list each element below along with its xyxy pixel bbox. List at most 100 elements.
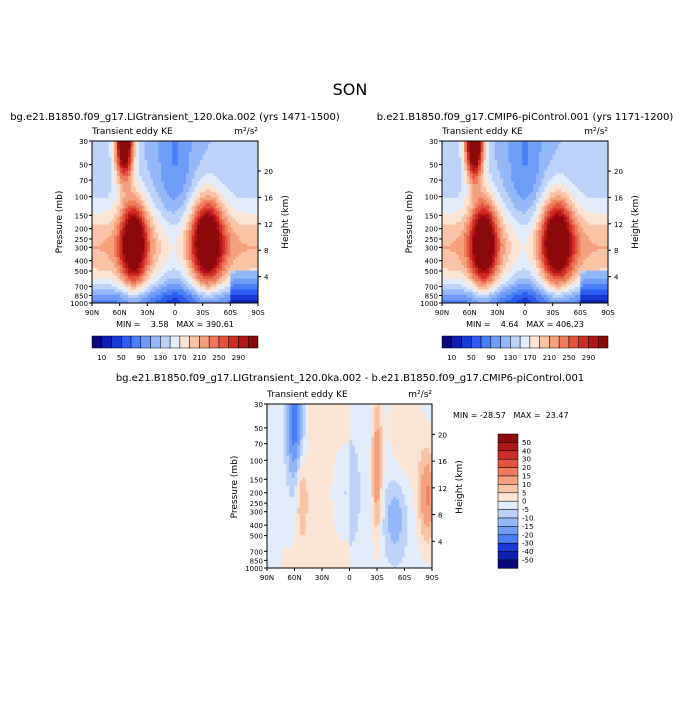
heatmap-cell xyxy=(580,173,583,176)
heatmap-cell xyxy=(142,165,145,168)
heatmap-cell xyxy=(192,173,195,176)
heatmap-cell xyxy=(156,179,159,182)
heatmap-cell xyxy=(547,198,550,201)
heatmap-cell xyxy=(511,184,514,187)
heatmap-cell xyxy=(564,195,567,198)
heatmap-cell xyxy=(169,149,172,152)
heatmap-cell xyxy=(200,260,203,263)
heatmap-cell xyxy=(558,168,561,171)
heatmap-cell xyxy=(561,160,564,163)
heatmap-cell xyxy=(522,182,525,185)
heatmap-cell xyxy=(111,203,114,206)
heatmap-cell xyxy=(511,160,514,163)
heatmap-cell xyxy=(181,146,184,149)
heatmap-cell xyxy=(147,176,150,179)
heatmap-cell xyxy=(103,179,106,182)
heatmap-cell xyxy=(241,263,244,266)
heatmap-cell xyxy=(239,163,242,166)
heatmap-cell xyxy=(241,152,244,155)
heatmap-cell xyxy=(503,152,506,155)
heatmap-cell xyxy=(161,146,164,149)
heatmap-cell xyxy=(150,236,153,239)
heatmap-cell xyxy=(472,195,475,198)
heatmap-cell xyxy=(233,233,236,236)
heatmap-cell xyxy=(572,149,575,152)
heatmap-cell xyxy=(156,190,159,193)
heatmap-cell xyxy=(472,182,475,185)
heatmap-cell xyxy=(594,149,597,152)
heatmap-cell xyxy=(239,157,242,160)
heatmap-cell xyxy=(194,200,197,203)
heatmap-cell xyxy=(214,271,217,274)
heatmap-cell xyxy=(167,273,170,276)
heatmap-cell xyxy=(122,179,125,182)
heatmap-cell xyxy=(183,292,186,295)
heatmap-cell xyxy=(591,192,594,195)
heatmap-cell xyxy=(158,144,161,147)
heatmap-cell xyxy=(122,222,125,225)
heatmap-cell xyxy=(214,281,217,284)
heatmap-cell xyxy=(134,276,137,279)
heatmap-cell xyxy=(225,271,228,274)
heatmap-cell xyxy=(98,160,101,163)
heatmap-cell xyxy=(109,268,112,271)
heatmap-cell xyxy=(241,209,244,212)
heatmap-cell xyxy=(139,149,142,152)
heatmap-cell xyxy=(103,152,106,155)
heatmap-cell xyxy=(117,176,120,179)
heatmap-cell xyxy=(203,195,206,198)
heatmap-cell xyxy=(106,298,109,301)
heatmap-cell xyxy=(211,233,214,236)
heatmap-cell xyxy=(553,182,556,185)
heatmap-cell xyxy=(158,238,161,241)
heatmap-cell xyxy=(189,222,192,225)
heatmap-cell xyxy=(597,198,600,201)
heatmap-cell xyxy=(103,263,106,266)
heatmap-cell xyxy=(164,163,167,166)
heatmap-cell xyxy=(508,146,511,149)
heatmap-cell xyxy=(503,146,506,149)
heatmap-cell xyxy=(139,273,142,276)
heatmap-cell xyxy=(197,241,200,244)
heatmap-cell xyxy=(236,222,239,225)
heatmap-cell xyxy=(197,192,200,195)
heatmap-cell xyxy=(230,184,233,187)
heatmap-cell xyxy=(169,187,172,190)
heatmap-cell xyxy=(114,295,117,298)
heatmap-cell xyxy=(142,211,145,214)
heatmap-cell xyxy=(217,238,220,241)
heatmap-cell xyxy=(161,206,164,209)
heatmap-cell xyxy=(172,233,175,236)
heatmap-cell xyxy=(142,295,145,298)
heatmap-cell xyxy=(172,219,175,222)
heatmap-cell xyxy=(247,298,250,301)
heatmap-cell xyxy=(197,233,200,236)
heatmap-cell xyxy=(161,155,164,158)
heatmap-cell xyxy=(145,236,148,239)
heatmap-cell xyxy=(167,187,170,190)
heatmap-cell xyxy=(233,211,236,214)
heatmap-cell xyxy=(217,195,220,198)
heatmap-cell xyxy=(252,241,255,244)
heatmap-cell xyxy=(200,290,203,293)
heatmap-cell xyxy=(164,149,167,152)
heatmap-cell xyxy=(194,152,197,155)
heatmap-cell xyxy=(181,298,184,301)
heatmap-cell xyxy=(131,298,134,301)
heatmap-cell xyxy=(602,198,605,201)
heatmap-cell xyxy=(205,206,208,209)
heatmap-cell xyxy=(470,160,473,163)
heatmap-cell xyxy=(200,160,203,163)
heatmap-cell xyxy=(470,168,473,171)
heatmap-cell xyxy=(136,225,139,228)
heatmap-cell xyxy=(495,163,498,166)
heatmap-cell xyxy=(175,200,178,203)
heatmap-cell xyxy=(114,233,117,236)
heatmap-cell xyxy=(136,149,139,152)
heatmap-cell xyxy=(244,222,247,225)
heatmap-cell xyxy=(98,257,101,260)
heatmap-cell xyxy=(178,217,181,220)
heatmap-cell xyxy=(495,182,498,185)
heatmap-cell xyxy=(208,265,211,268)
heatmap-cell xyxy=(183,246,186,249)
